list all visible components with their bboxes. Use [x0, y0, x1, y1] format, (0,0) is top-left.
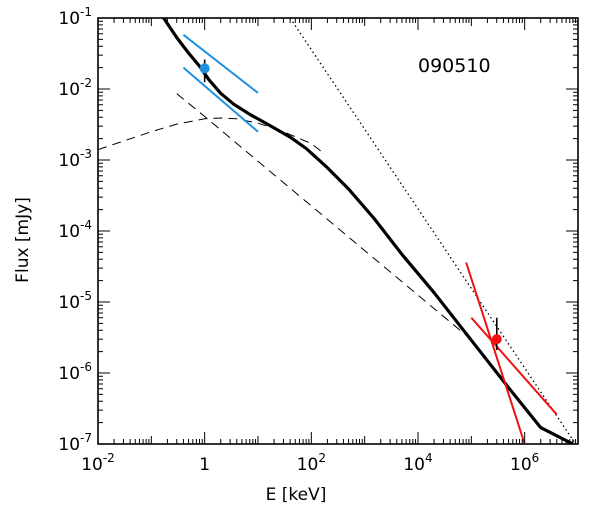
x-tick-label: 106 [510, 451, 539, 475]
y-tick-base: 10 [58, 435, 80, 455]
series-line-dashed-powerlaw [176, 93, 472, 340]
y-tick-exponent: -2 [80, 76, 92, 90]
data-point [491, 334, 502, 345]
slope-line [470, 317, 558, 416]
y-axis-label: Flux [mJy] [13, 197, 33, 283]
x-tick-base: 10 [81, 455, 103, 475]
y-tick-exponent: -4 [80, 218, 92, 232]
series-line-dotted [289, 18, 577, 444]
y-tick-base: 10 [58, 80, 80, 100]
y-tick-base: 10 [58, 364, 80, 384]
x-tick-base: 10 [403, 455, 425, 475]
y-tick-exponent: -3 [80, 147, 92, 161]
slope-line [182, 34, 259, 94]
x-tick-exponent: 6 [532, 451, 540, 465]
y-tick-label: 10-4 [58, 218, 92, 242]
y-tick-base: 10 [58, 222, 80, 242]
plot-area [97, 17, 579, 445]
y-tick-base: 10 [58, 9, 80, 29]
y-tick-exponent: -6 [80, 360, 92, 374]
y-tick-exponent: -1 [80, 5, 92, 19]
x-tick-base: 10 [510, 455, 532, 475]
slope-line [182, 66, 259, 133]
y-tick-label: 10-6 [58, 360, 92, 384]
x-tick-exponent: 2 [318, 451, 326, 465]
y-tick-label: 10-7 [58, 431, 92, 455]
axis-ticks: 10-2 1 102 104 10610-110-210-310-410-510-610… [58, 5, 578, 475]
x-tick-label: 10-2 [81, 451, 115, 475]
x-tick-base: 1 [199, 455, 210, 475]
y-tick-exponent: -5 [80, 289, 92, 303]
x-tick-base: 10 [297, 455, 319, 475]
chart-marks [98, 18, 577, 444]
y-tick-label: 10-2 [58, 76, 92, 100]
slope-line [465, 262, 526, 444]
data-point [199, 63, 210, 74]
x-tick-label: 1 [199, 455, 210, 475]
x-tick-exponent: 4 [425, 451, 433, 465]
plot-frame [97, 17, 579, 445]
x-tick-exponent: -2 [103, 451, 115, 465]
y-tick-label: 10-1 [58, 5, 92, 29]
series-line-solid-thick [162, 18, 574, 444]
x-tick-label: 104 [403, 451, 432, 475]
y-tick-label: 10-3 [58, 147, 92, 171]
x-tick-label: 102 [297, 451, 326, 475]
x-axis-label: E [keV] [266, 485, 327, 505]
y-tick-base: 10 [58, 151, 80, 171]
y-tick-label: 10-5 [58, 289, 92, 313]
y-tick-base: 10 [58, 293, 80, 313]
chart-annotation: 090510 [418, 55, 491, 77]
y-tick-exponent: -7 [80, 431, 92, 445]
series-line-dashed-synchrotron-peak [98, 117, 324, 154]
